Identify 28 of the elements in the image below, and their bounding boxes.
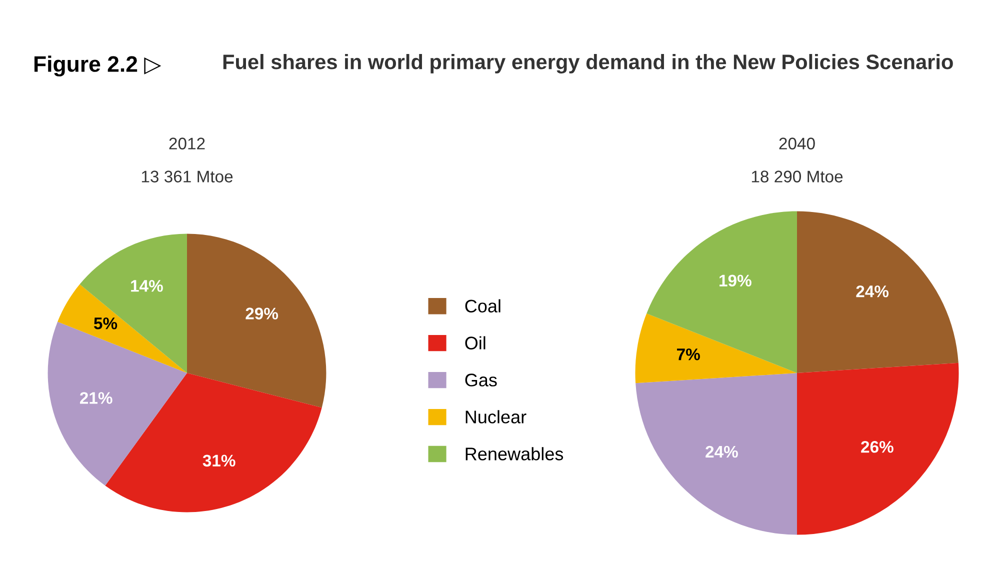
data-label: 24% [856,285,889,298]
chart-title: 2012 [169,138,205,150]
pie-slice [80,234,187,373]
data-label: 29% [246,308,278,320]
pie-slice [636,373,797,535]
pie-slice [797,211,958,373]
data-label: 7% [677,348,700,360]
legend-label: Renewables [466,447,564,460]
data-label: 19% [720,274,752,286]
data-label: 26% [861,440,894,453]
legend-label: Nuclear [466,410,526,424]
chart-subtitle: 18 290 Mtoe [752,170,843,182]
data-label: 5% [94,318,118,330]
data-label: 31% [202,454,236,467]
pie-slice [187,234,326,408]
data-label: 21% [80,392,112,404]
pie-slice [797,362,959,535]
text: Fuel shares in world primary energy demand in the New Policies Scenario [223,54,953,74]
pie-slice [646,211,797,373]
pie-slice [635,313,797,384]
chart-title: 2040 [779,138,815,150]
data-label: 14% [131,280,163,292]
data-label: 24% [706,446,738,458]
legend-label: Oil [465,336,486,350]
caption: Figure 2.2 ▷ [34,56,162,76]
legend-label: Gas [465,374,497,386]
chart-subtitle: 13 361 Mtoe [142,170,233,182]
legend-label: Coal [465,299,500,312]
